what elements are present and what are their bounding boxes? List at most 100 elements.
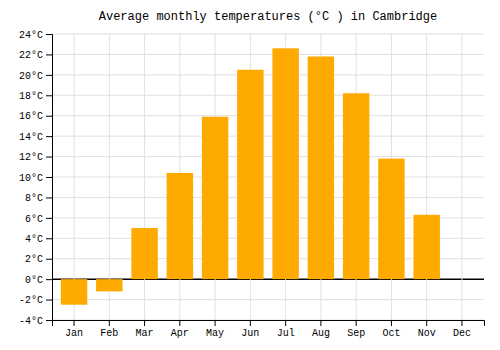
tick-label: -2°C — [19, 295, 43, 306]
bar — [449, 279, 475, 280]
tick: Jul — [277, 320, 295, 339]
tick: Apr — [171, 320, 189, 339]
axis-line — [53, 321, 485, 327]
tick: May — [206, 320, 224, 339]
x-axis: Jan Feb Mar Apr May Jun Jul Aug Sep Oct Nov Dec — [53, 320, 485, 339]
bar — [61, 279, 87, 305]
tick-label: 6°C — [25, 214, 43, 225]
bars — [61, 48, 440, 304]
grid-line — [52, 74, 484, 75]
tick-label: -4°C — [19, 316, 43, 327]
tick: Feb — [100, 320, 118, 339]
bar — [202, 117, 228, 279]
tick-mark — [391, 320, 392, 326]
tick-mark — [74, 320, 75, 326]
tick-mark — [426, 320, 427, 326]
tick: 12°C — [19, 152, 52, 163]
bar — [96, 279, 122, 291]
grid-line — [52, 299, 484, 300]
tick-mark — [109, 320, 110, 326]
grid-line — [52, 156, 484, 157]
grid — [52, 34, 484, 320]
tick: Mar — [136, 320, 154, 339]
grid-line — [52, 95, 484, 96]
axis-line — [46, 35, 53, 321]
grid-line — [52, 54, 484, 55]
tick: 10°C — [19, 173, 52, 184]
tick-mark — [46, 95, 52, 96]
tick-label: 20°C — [19, 71, 43, 82]
tick: Jun — [241, 320, 259, 339]
tick: 14°C — [19, 132, 52, 143]
tick-label: Feb — [100, 328, 118, 339]
tick-label: 14°C — [19, 132, 43, 143]
tick: 0°C — [25, 275, 52, 286]
tick-label: 22°C — [19, 50, 43, 61]
tick: 24°C — [19, 30, 52, 41]
grid-line — [52, 115, 484, 116]
tick-label: 24°C — [19, 30, 43, 41]
grid-line — [74, 34, 75, 320]
tick-label: 16°C — [19, 111, 43, 122]
bar — [131, 228, 157, 279]
tick-mark — [46, 34, 52, 35]
grid-line — [52, 136, 484, 137]
grid-line — [109, 34, 110, 320]
tick-mark — [250, 320, 251, 326]
tick: Sep — [347, 320, 365, 339]
tick-mark — [461, 320, 462, 326]
chart: -4°C -2°C 0°C 2°C 4°C 6°C 8°C 10°C 12°C 14°C 16°C 1… — [0, 0, 500, 350]
tick: 2°C — [25, 254, 52, 265]
tick: 22°C — [19, 50, 52, 61]
tick-mark — [285, 320, 286, 326]
tick: Dec — [453, 320, 471, 339]
tick-label: 18°C — [19, 91, 43, 102]
grid-line — [461, 34, 462, 320]
tick-mark — [46, 259, 52, 260]
tick-label: Sep — [347, 328, 365, 339]
tick-label: Apr — [171, 328, 189, 339]
tick-mark — [215, 320, 216, 326]
tick: 8°C — [25, 193, 52, 204]
grid-line — [52, 34, 484, 35]
tick-label: 2°C — [25, 254, 43, 265]
tick-mark — [46, 75, 52, 76]
tick-mark — [320, 320, 321, 326]
tick-label: Nov — [418, 328, 436, 339]
tick: -4°C — [19, 316, 52, 327]
tick: 18°C — [19, 91, 52, 102]
tick-mark — [46, 54, 52, 55]
tick: 16°C — [19, 111, 52, 122]
bar — [272, 48, 298, 279]
tick-mark — [46, 136, 52, 137]
tick-label: Jan — [65, 328, 83, 339]
tick-label: May — [206, 328, 224, 339]
tick: Aug — [312, 320, 330, 339]
tick: Nov — [418, 320, 436, 339]
tick: Jan — [65, 320, 83, 339]
bar — [343, 93, 369, 279]
bar — [237, 70, 263, 279]
bar — [167, 173, 193, 279]
title: Average monthly temperatures (°C ) in Ca… — [99, 10, 437, 24]
tick-mark — [46, 320, 52, 321]
tick-label: 10°C — [19, 173, 43, 184]
bar — [308, 56, 334, 279]
tick: Oct — [382, 320, 400, 339]
tick-mark — [144, 320, 145, 326]
tick-mark — [46, 238, 52, 239]
tick-mark — [46, 197, 52, 198]
tick-label: 12°C — [19, 152, 43, 163]
tick-mark — [46, 279, 52, 280]
tick: 4°C — [25, 234, 52, 245]
tick-mark — [46, 157, 52, 158]
tick-label: 0°C — [25, 275, 43, 286]
tick-label: Mar — [136, 328, 154, 339]
tick: 20°C — [19, 71, 52, 82]
tick-label: Aug — [312, 328, 330, 339]
tick-label: 4°C — [25, 234, 43, 245]
bar — [378, 159, 404, 280]
grid-line — [52, 177, 484, 178]
tick: 6°C — [25, 214, 52, 225]
bar — [413, 215, 439, 279]
